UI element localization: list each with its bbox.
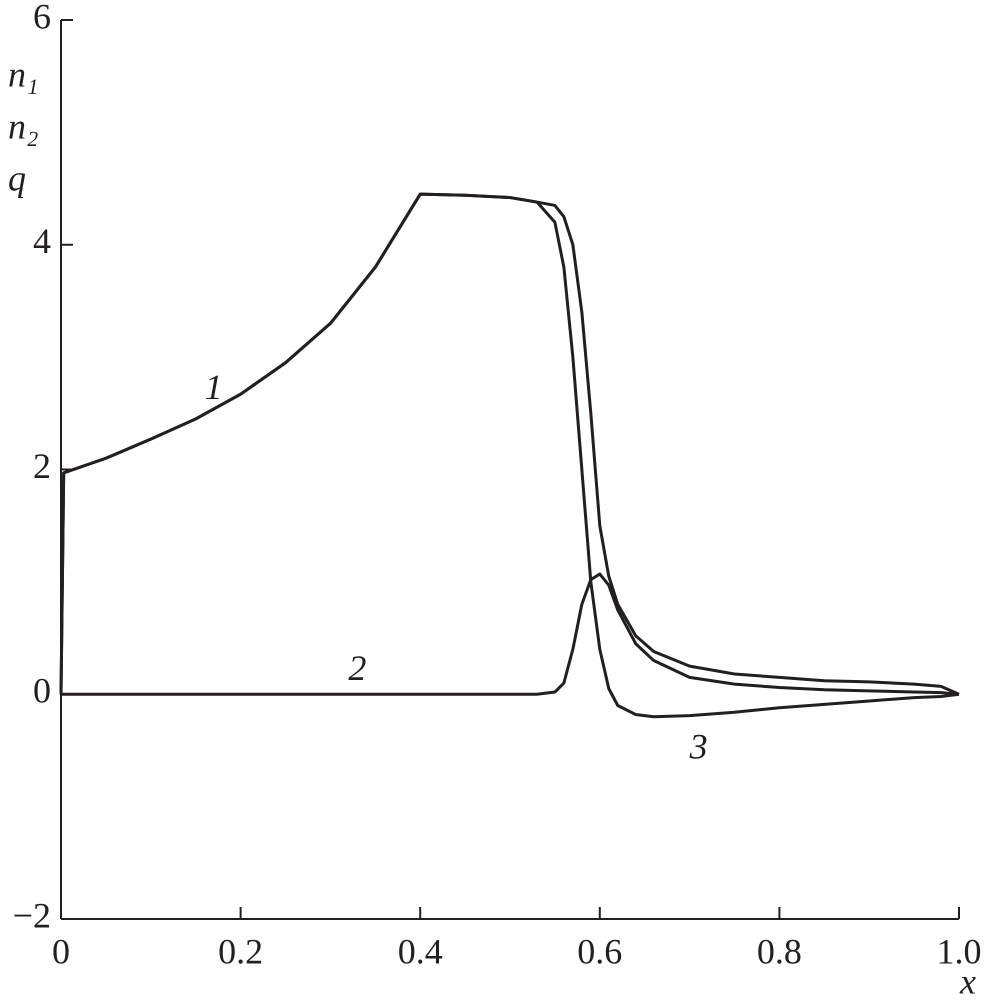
line	[59, 192, 960, 696]
y-axis-label: n₂	[8, 106, 39, 146]
y-tick-label: 2	[33, 446, 51, 486]
y-axis-label: q	[8, 158, 26, 198]
x-tick-label: 0.2	[218, 931, 263, 971]
line	[59, 192, 960, 719]
series-label: 2	[348, 648, 366, 688]
x-tick-label: 0.6	[577, 931, 622, 971]
x-tick-label: 0.8	[757, 931, 802, 971]
y-axis-label: n₁	[8, 54, 39, 94]
y-tick-label: 0	[33, 671, 51, 711]
x-tick-label: 0.4	[398, 931, 443, 971]
y-tick-label: 4	[33, 221, 51, 261]
series-label: 3	[689, 727, 708, 767]
y-tick-label: −2	[13, 895, 51, 935]
x-tick-label: 1.0	[937, 931, 982, 971]
y-tick-label: 6	[33, 0, 51, 36]
series-label: 1	[205, 367, 223, 407]
x-axis-label: x	[959, 961, 976, 1001]
line	[61, 572, 960, 696]
x-tick-label: 0	[52, 931, 70, 971]
